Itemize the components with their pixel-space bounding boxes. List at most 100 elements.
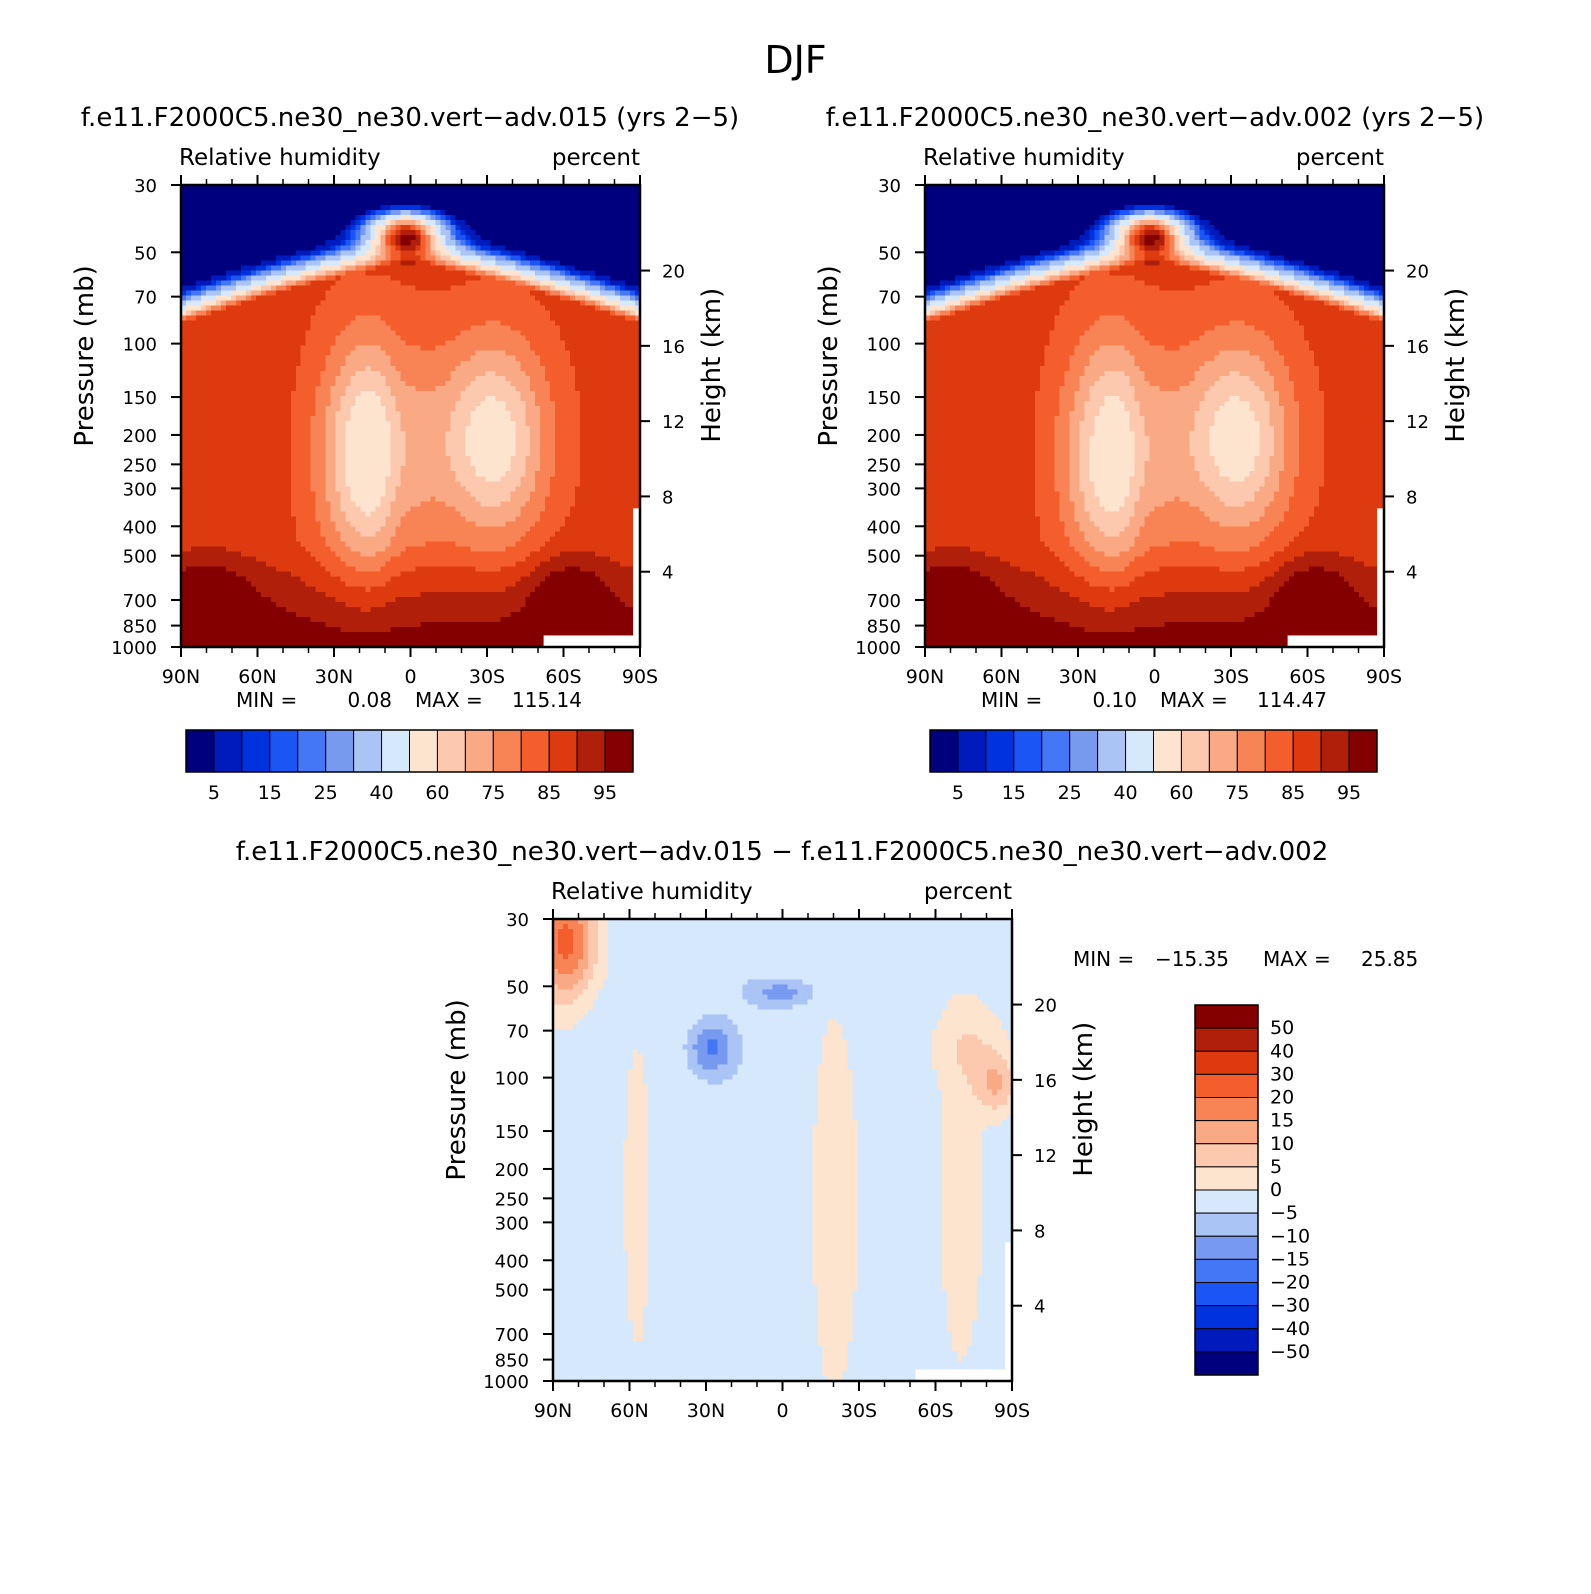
field-cell [306, 436, 312, 442]
field-cell [231, 301, 237, 307]
field-cell [570, 235, 576, 241]
field-cell [520, 245, 526, 251]
field-cell [425, 185, 431, 191]
field-cell [600, 301, 606, 307]
field-cell [191, 396, 197, 402]
field-cell [615, 451, 621, 457]
field-cell [635, 230, 641, 236]
field-cell [435, 446, 441, 452]
field-cell [281, 326, 287, 332]
field-cell [510, 250, 516, 256]
field-cell [216, 366, 222, 372]
field-cell [341, 301, 347, 307]
field-cell [555, 321, 561, 327]
field-cell [376, 295, 382, 301]
field-cell [595, 260, 601, 266]
field-cell [391, 381, 397, 387]
field-cell [450, 316, 456, 322]
field-cell [366, 421, 372, 427]
field-cell [361, 205, 367, 211]
field-cell [201, 401, 207, 407]
field-cell [321, 371, 327, 377]
field-cell [221, 326, 227, 332]
field-cell [470, 416, 476, 422]
field-cell [241, 351, 247, 357]
field-cell [555, 301, 561, 307]
field-cell [485, 401, 491, 407]
field-cell [500, 200, 506, 206]
field-cell [460, 321, 466, 327]
field-cell [256, 326, 262, 332]
field-cell [550, 210, 556, 216]
field-cell [465, 341, 471, 347]
field-cell [480, 416, 486, 422]
field-cell [610, 265, 616, 271]
field-cell [560, 426, 566, 432]
field-cell [430, 235, 436, 241]
field-cell [635, 346, 641, 352]
field-cell [356, 306, 362, 312]
field-cell [336, 285, 342, 291]
field-cell [251, 441, 257, 447]
field-cell [256, 230, 262, 236]
field-cell [485, 235, 491, 241]
field-cell [540, 205, 546, 211]
field-cell [470, 265, 476, 271]
field-cell [326, 205, 332, 211]
field-cell [271, 270, 277, 276]
field-cell [470, 270, 476, 276]
field-cell [435, 416, 441, 422]
field-cell [615, 356, 621, 362]
field-cell [181, 336, 187, 342]
field-cell [196, 446, 202, 452]
field-cell [540, 220, 546, 226]
field-cell [470, 260, 476, 266]
field-cell [386, 265, 392, 271]
field-cell [341, 245, 347, 251]
field-cell [376, 356, 382, 362]
field-cell [181, 341, 187, 347]
field-cell [321, 301, 327, 307]
field-cell [560, 235, 566, 241]
field-cell [321, 381, 327, 387]
field-cell [550, 311, 556, 317]
field-cell [575, 311, 581, 317]
field-cell [520, 436, 526, 442]
field-cell [530, 215, 536, 221]
field-cell [460, 416, 466, 422]
field-cell [201, 270, 207, 276]
field-cell [555, 441, 561, 447]
field-cell [440, 446, 446, 452]
field-cell [276, 316, 282, 322]
field-cell [455, 210, 461, 216]
field-cell [445, 401, 451, 407]
field-cell [411, 200, 417, 206]
field-cell [281, 311, 287, 317]
field-cell [206, 225, 212, 231]
field-cell [406, 306, 412, 312]
field-cell [495, 240, 501, 246]
field-cell [311, 195, 317, 201]
field-cell [560, 331, 566, 337]
field-cell [635, 411, 641, 417]
field-cell [425, 326, 431, 332]
field-cell [321, 326, 327, 332]
field-cell [420, 401, 426, 407]
field-cell [605, 195, 611, 201]
field-cell [490, 326, 496, 332]
field-cell [256, 275, 262, 281]
field-cell [336, 215, 342, 221]
field-cell [356, 250, 362, 256]
field-cell [635, 401, 641, 407]
field-cell [500, 411, 506, 417]
field-cell [440, 301, 446, 307]
field-cell [216, 356, 222, 362]
field-cell [216, 376, 222, 382]
field-cell [495, 416, 501, 422]
field-cell [366, 386, 372, 392]
field-cell [470, 185, 476, 191]
field-cell [386, 351, 392, 357]
field-cell [635, 255, 641, 261]
field-cell [266, 260, 272, 266]
field-cell [331, 336, 337, 342]
